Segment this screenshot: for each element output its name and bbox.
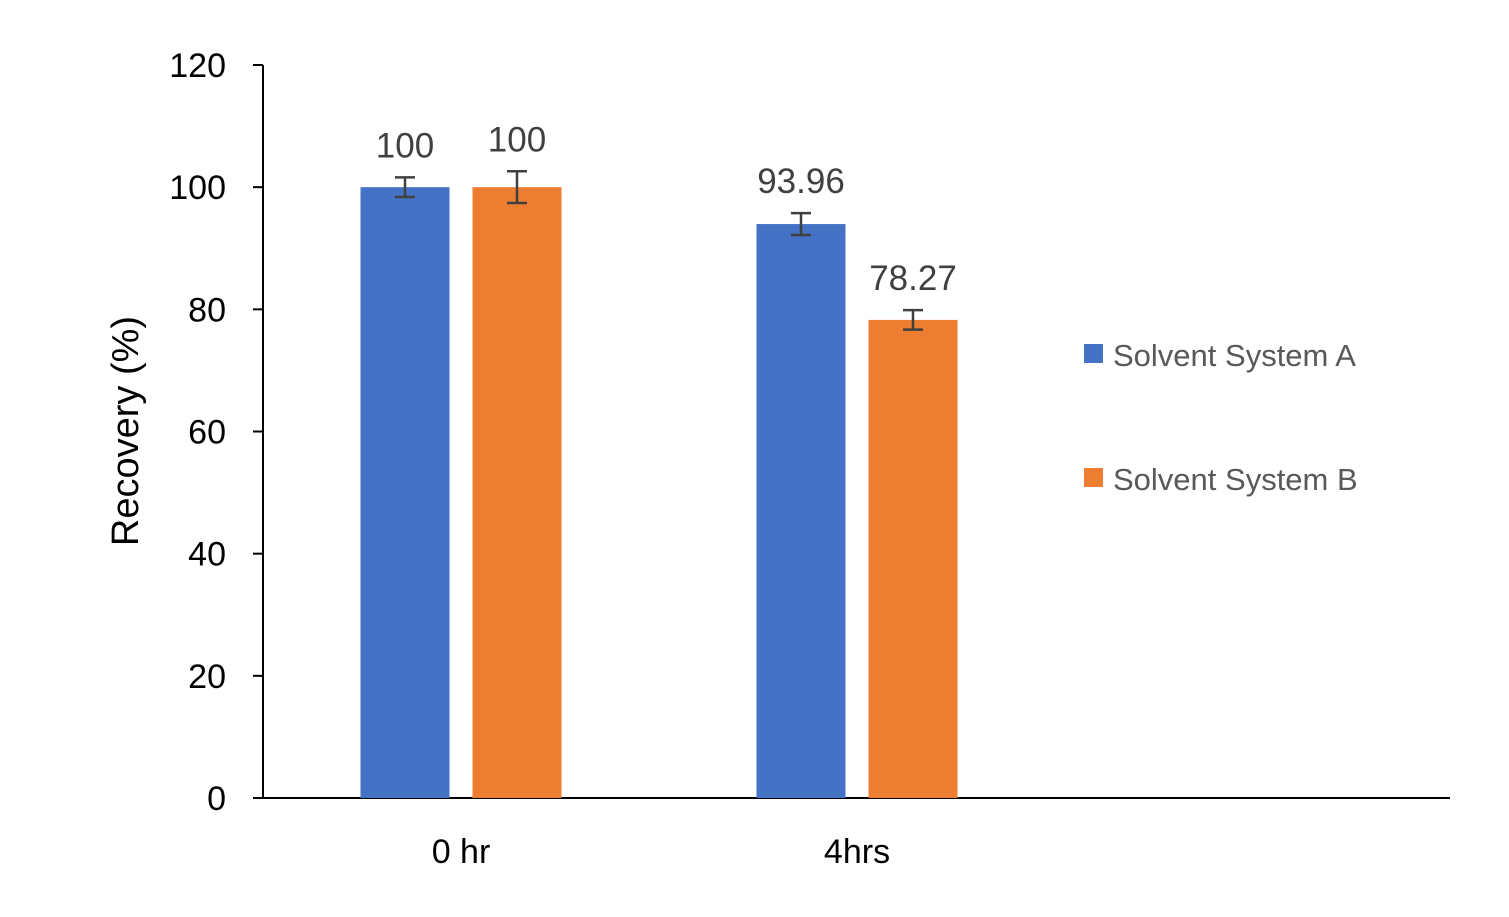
data-label: 93.96	[757, 162, 845, 201]
data-label: 100	[376, 126, 434, 165]
y-tick-label: 40	[188, 536, 226, 574]
legend-swatch	[1084, 344, 1103, 363]
y-tick-label: 120	[169, 47, 226, 85]
legend-label: Solvent System B	[1113, 462, 1358, 497]
bar-b-0	[472, 187, 562, 798]
x-category-label: 0 hr	[432, 833, 491, 871]
data-label: 78.27	[869, 259, 957, 298]
y-tick-label: 0	[207, 780, 226, 818]
y-tick-label: 60	[188, 414, 226, 452]
bar-b-1	[868, 319, 958, 798]
y-tick-label: 20	[188, 658, 226, 696]
legend: Solvent System A Solvent System B	[1084, 338, 1358, 497]
bar-a-0	[360, 187, 450, 798]
x-category-label: 4hrs	[824, 833, 890, 871]
y-axis-title: Recovery (%)	[105, 316, 147, 546]
bar-a-1	[756, 224, 846, 798]
y-tick-label: 80	[188, 291, 226, 329]
y-tick-label: 100	[169, 169, 226, 207]
legend-label: Solvent System A	[1113, 338, 1356, 373]
plot-area: 0 20 40 60 80 100 120 Recovery (%) 100 100 0 hr 93.…	[105, 47, 1450, 871]
data-label: 100	[488, 120, 546, 159]
legend-swatch	[1084, 468, 1103, 487]
